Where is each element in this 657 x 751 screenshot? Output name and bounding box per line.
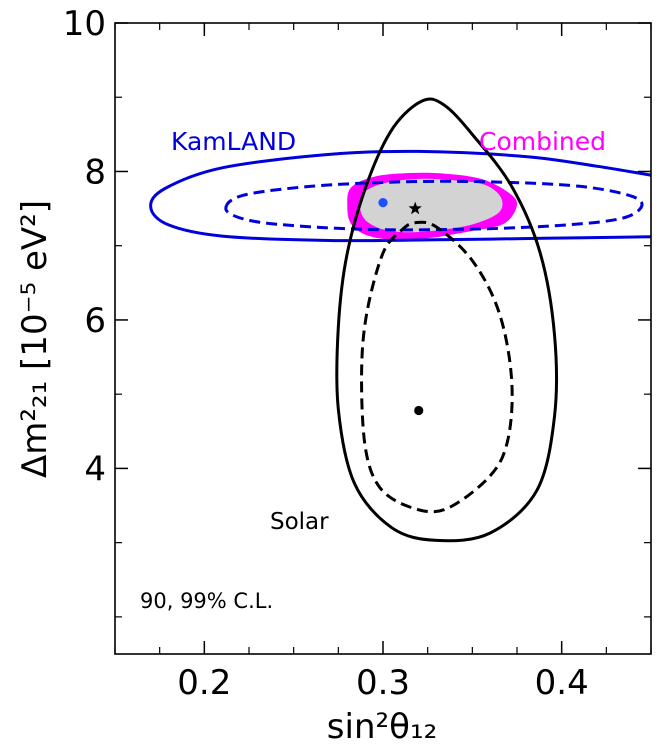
- contour-combined-90: [359, 178, 503, 233]
- contour-kamland-99: [149, 149, 651, 243]
- best-fit-solar-marker: [414, 405, 424, 416]
- y-tick-label: 8: [84, 152, 106, 192]
- x-tick-label: 0.4: [535, 663, 589, 703]
- y-tick-label: 6: [84, 301, 106, 341]
- annotation-kamland: KamLAND: [171, 127, 296, 156]
- x-axis-label: sin²θ₁₂: [327, 707, 437, 747]
- contour-solar-99: [335, 97, 559, 543]
- y-tick-label: 4: [84, 449, 106, 489]
- y-axis-label: Δm²₂₁ [10⁻⁵ eV²]: [15, 200, 55, 478]
- best-fit-combined-star-marker: [408, 201, 422, 215]
- best-fit-kamland-marker: [378, 198, 388, 208]
- annotation-solar: Solar: [270, 509, 329, 535]
- x-tick-label: 0.3: [356, 663, 410, 703]
- y-tick-label: 10: [63, 4, 106, 44]
- plot-frame: [114, 22, 652, 655]
- annotation-confidence-level: 90, 99% C.L.: [140, 589, 273, 613]
- contour-kamland-90: [224, 179, 644, 232]
- x-tick-label: 0.2: [177, 663, 231, 703]
- annotation-combined: Combined: [479, 127, 606, 156]
- contour-solar-90: [360, 220, 514, 514]
